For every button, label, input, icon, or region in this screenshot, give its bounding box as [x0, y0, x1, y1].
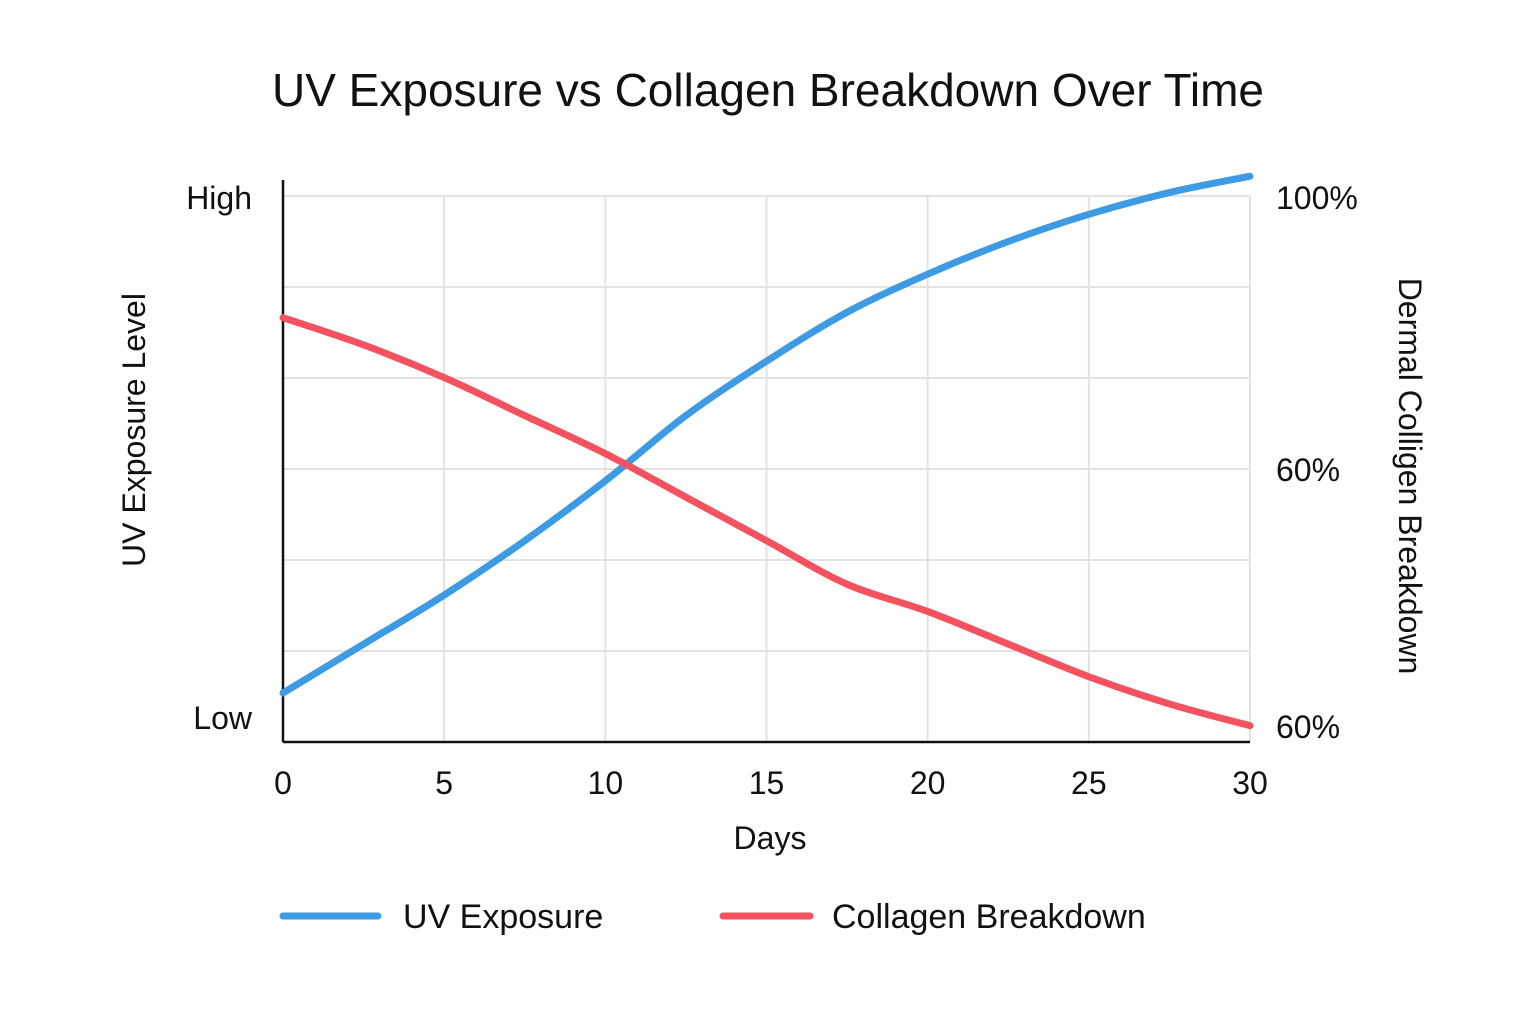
x-tick-label: 25	[1071, 765, 1107, 801]
uv-exposure-line	[279, 172, 1254, 697]
right-axis-label: Dermal Colligen Breakdown	[1392, 278, 1428, 675]
collagen-breakdown-line	[279, 314, 1254, 730]
x-axis-label: Days	[734, 820, 807, 856]
chart-title: UV Exposure vs Collagen Breakdown Over T…	[272, 64, 1264, 116]
right-tick-label: 60%	[1276, 709, 1340, 745]
right-tick-label: 60%	[1276, 452, 1340, 488]
right-tick-label: 100%	[1276, 180, 1358, 216]
legend-label-collagen-breakdown: Collagen Breakdown	[832, 898, 1146, 936]
legend: UV Exposure Collagen Breakdown	[279, 898, 1146, 936]
x-tick-label: 20	[910, 765, 946, 801]
x-tick-label: 15	[749, 765, 785, 801]
x-tick-label: 30	[1232, 765, 1268, 801]
left-tick-label: Low	[193, 700, 253, 736]
legend-label-uv-exposure: UV Exposure	[403, 898, 603, 936]
right-axis-tick-labels: 60% 60% 100%	[1276, 180, 1358, 745]
left-tick-label: High	[186, 180, 252, 216]
series-lines	[279, 172, 1254, 730]
x-tick-label: 0	[274, 765, 292, 801]
x-tick-labels: 0 5 10 15 20 25 30	[274, 765, 1268, 801]
left-axis-tick-labels: Low High	[186, 180, 253, 736]
left-axis-label: UV Exposure Level	[116, 293, 152, 567]
x-tick-label: 10	[588, 765, 624, 801]
x-tick-label: 5	[435, 765, 453, 801]
grid-lines	[283, 195, 1251, 742]
